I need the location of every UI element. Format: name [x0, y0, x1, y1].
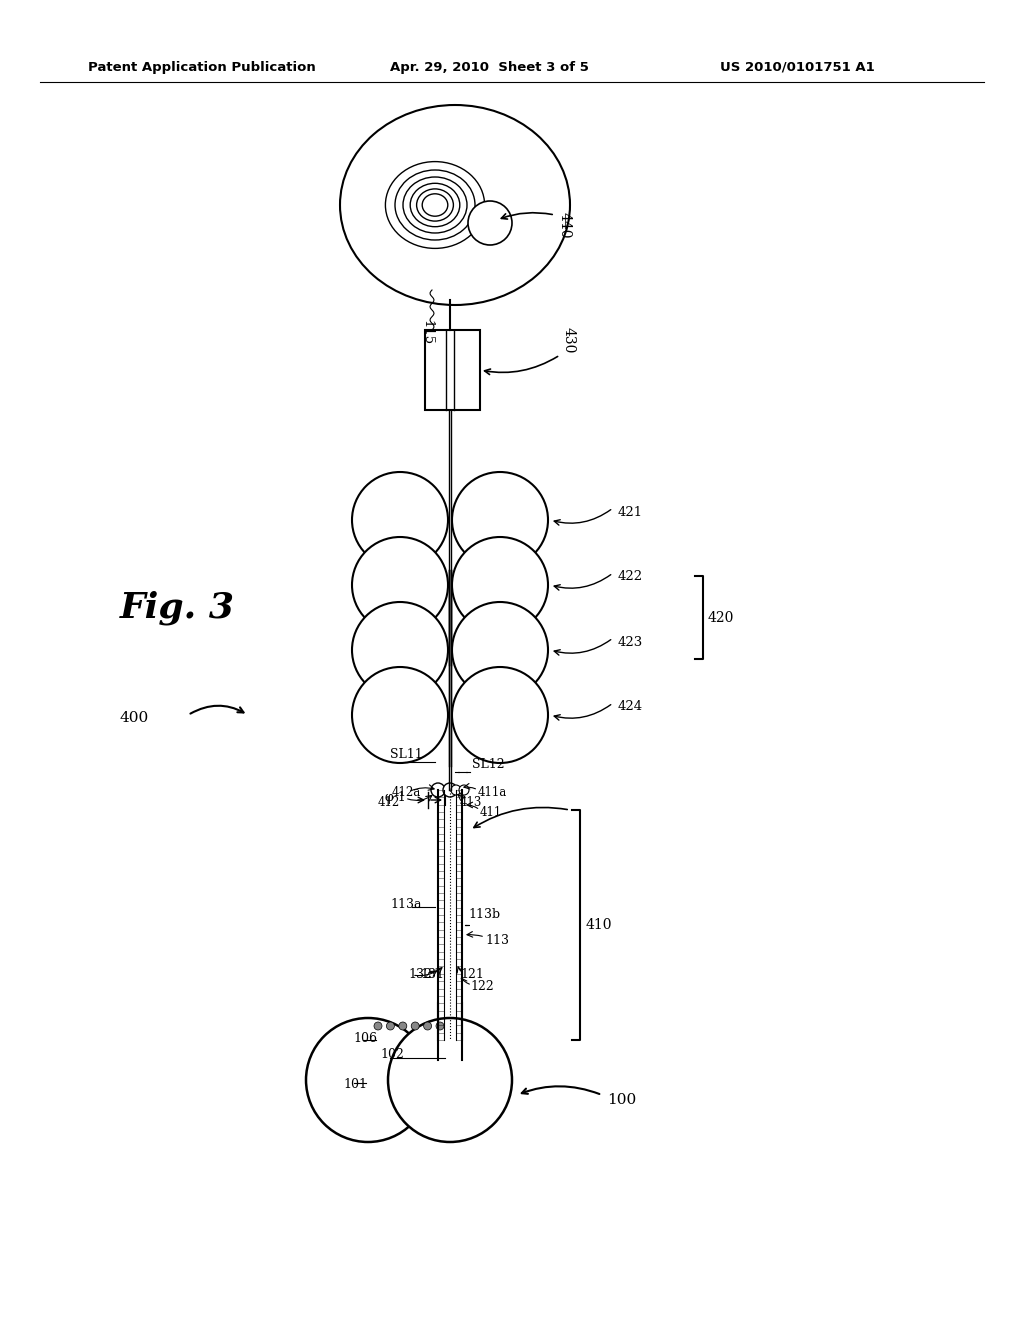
Circle shape	[352, 602, 449, 698]
Text: 113: 113	[485, 933, 509, 946]
Text: SL11: SL11	[390, 748, 423, 762]
Circle shape	[443, 783, 457, 797]
Text: 122: 122	[470, 981, 494, 994]
Circle shape	[388, 1018, 512, 1142]
Text: 411a: 411a	[478, 785, 507, 799]
Text: 422: 422	[618, 570, 643, 583]
Circle shape	[431, 783, 445, 797]
Circle shape	[451, 785, 461, 795]
Circle shape	[398, 1022, 407, 1030]
Circle shape	[452, 473, 548, 568]
Text: SL12: SL12	[472, 759, 505, 771]
Text: 400: 400	[120, 711, 150, 725]
Text: 102: 102	[380, 1048, 403, 1061]
Text: 420: 420	[708, 610, 734, 624]
Text: φ 1: φ 1	[385, 792, 406, 804]
Circle shape	[468, 201, 512, 246]
Text: 113b: 113b	[468, 908, 500, 921]
Text: 101: 101	[343, 1078, 367, 1092]
Text: 410: 410	[586, 917, 612, 932]
Circle shape	[452, 537, 548, 634]
Text: US 2010/0101751 A1: US 2010/0101751 A1	[720, 61, 874, 74]
Circle shape	[386, 1022, 394, 1030]
Circle shape	[352, 473, 449, 568]
Text: 121: 121	[460, 969, 484, 982]
Circle shape	[424, 1022, 431, 1030]
Text: 440: 440	[558, 211, 572, 238]
Text: 424: 424	[618, 701, 643, 714]
Text: 412a: 412a	[392, 785, 421, 799]
Bar	[425, 330, 480, 411]
Circle shape	[374, 1022, 382, 1030]
Text: 421: 421	[618, 506, 643, 519]
Circle shape	[459, 785, 469, 795]
Text: Patent Application Publication: Patent Application Publication	[88, 61, 315, 74]
Text: 131: 131	[420, 969, 444, 982]
Text: Apr. 29, 2010  Sheet 3 of 5: Apr. 29, 2010 Sheet 3 of 5	[390, 61, 589, 74]
Ellipse shape	[340, 106, 570, 305]
Circle shape	[352, 667, 449, 763]
Circle shape	[452, 602, 548, 698]
Text: 423: 423	[618, 635, 643, 648]
Text: 430: 430	[562, 327, 575, 354]
Text: 100: 100	[607, 1093, 636, 1107]
Text: 412: 412	[378, 796, 400, 808]
Circle shape	[452, 667, 548, 763]
Circle shape	[436, 1022, 444, 1030]
Text: 413: 413	[460, 796, 482, 808]
Circle shape	[352, 537, 449, 634]
Text: 106: 106	[353, 1031, 377, 1044]
Text: 132: 132	[408, 969, 432, 982]
Circle shape	[306, 1018, 430, 1142]
Text: 411: 411	[480, 805, 502, 818]
Circle shape	[412, 1022, 419, 1030]
Text: 113a: 113a	[390, 899, 422, 912]
Text: Fig. 3: Fig. 3	[120, 591, 234, 626]
Text: 115: 115	[420, 321, 433, 346]
